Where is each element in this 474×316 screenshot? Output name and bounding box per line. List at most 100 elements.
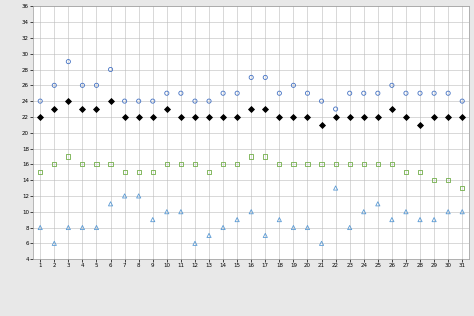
Point [290,83,297,88]
Point [233,162,241,167]
Point [430,114,438,119]
Point [360,209,367,214]
Point [107,99,114,104]
Point [388,162,396,167]
Point [304,114,311,119]
Point [135,193,143,198]
Point [275,217,283,222]
Point [219,225,227,230]
Point [149,99,156,104]
Point [318,99,325,104]
Point [275,114,283,119]
Point [332,106,339,112]
Point [93,162,100,167]
Point [191,99,199,104]
Point [247,106,255,112]
Point [247,75,255,80]
Point [219,162,227,167]
Point [121,170,128,175]
Point [262,233,269,238]
Point [107,201,114,206]
Point [121,99,128,104]
Point [304,91,311,96]
Point [135,99,143,104]
Point [233,91,241,96]
Point [360,162,367,167]
Point [360,91,367,96]
Point [79,83,86,88]
Point [135,170,143,175]
Point [262,75,269,80]
Point [458,114,466,119]
Point [149,217,156,222]
Point [388,217,396,222]
Point [318,122,325,127]
Point [163,209,171,214]
Point [219,91,227,96]
Point [346,162,354,167]
Point [36,99,44,104]
Point [51,106,58,112]
Point [444,114,452,119]
Point [318,241,325,246]
Point [402,114,410,119]
Point [36,114,44,119]
Point [332,185,339,191]
Point [346,225,354,230]
Point [388,106,396,112]
Point [402,170,410,175]
Point [79,106,86,112]
Point [402,91,410,96]
Point [290,162,297,167]
Point [64,154,72,159]
Point [430,217,438,222]
Point [304,162,311,167]
Point [191,114,199,119]
Point [177,114,185,119]
Point [458,209,466,214]
Point [430,178,438,183]
Point [191,241,199,246]
Point [205,170,213,175]
Point [346,91,354,96]
Point [121,114,128,119]
Point [416,122,424,127]
Point [444,178,452,183]
Point [51,241,58,246]
Point [36,170,44,175]
Point [332,162,339,167]
Point [233,114,241,119]
Point [177,91,185,96]
Point [388,83,396,88]
Point [332,114,339,119]
Point [121,193,128,198]
Point [233,217,241,222]
Point [247,154,255,159]
Point [163,91,171,96]
Point [51,83,58,88]
Point [290,225,297,230]
Point [149,170,156,175]
Point [374,114,382,119]
Point [360,114,367,119]
Point [93,83,100,88]
Point [107,67,114,72]
Point [205,233,213,238]
Point [177,209,185,214]
Point [416,217,424,222]
Point [416,170,424,175]
Point [346,114,354,119]
Point [51,162,58,167]
Point [402,209,410,214]
Point [107,162,114,167]
Point [219,114,227,119]
Point [290,114,297,119]
Point [458,185,466,191]
Point [458,99,466,104]
Point [93,106,100,112]
Point [262,106,269,112]
Point [64,59,72,64]
Point [64,225,72,230]
Point [163,106,171,112]
Point [205,99,213,104]
